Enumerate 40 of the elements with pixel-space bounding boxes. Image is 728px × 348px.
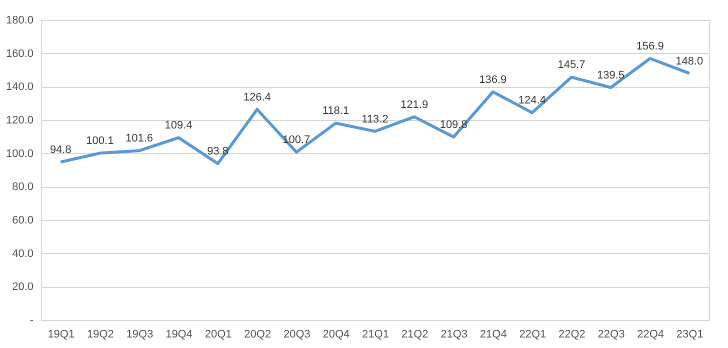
text: 109.4 [164,120,192,132]
x-tick-label: 19Q4 [166,328,192,340]
x-tick-label: 21Q4 [480,328,507,340]
x-tick-label: 19Q2 [86,328,114,340]
text: 113.2 [362,113,388,126]
text: 148.0 [676,55,704,68]
text: 126.4 [243,91,271,104]
y-tick-label: - [30,314,34,326]
text: 101.6 [125,132,153,145]
x-tick-label: 22Q3 [598,328,625,340]
text: 100.1 [86,135,114,148]
x-tick-label: 21Q3 [440,328,468,340]
y-tick-label: 100.0 [6,148,34,160]
x-tick-label: 20Q2 [244,328,272,340]
x-tick-label: 20Q1 [204,328,232,340]
text: 145.7 [558,59,586,72]
x-tick-label: 20Q4 [322,328,350,340]
x-tick-label: 22Q1 [519,328,546,340]
x-tick-label: 19Q3 [126,328,154,340]
text: 136.9 [479,74,507,86]
x-tick-label: 22Q2 [558,328,586,340]
y-tick-label: 160.0 [6,48,34,60]
y-tick-label: 20.0 [12,281,34,294]
text: 118.1 [322,105,350,118]
x-tick-label: 19Q1 [48,328,75,340]
text: 121.9 [400,98,428,111]
x-tick-label: 21Q2 [401,328,428,340]
y-tick-label: 40.0 [12,248,34,260]
text: 139.5 [597,70,625,82]
text: 94.8 [50,144,72,156]
x-tick-label: 23Q1 [676,328,704,340]
x-tick-label: 22Q4 [637,328,664,340]
y-tick-label: 140.0 [6,81,34,94]
x-tick-label: 21Q1 [362,328,389,340]
text: 156.9 [636,40,664,52]
y-tick-label: 120.0 [6,114,34,126]
y-tick-label: 180.0 [6,14,34,26]
y-tick-label: 60.0 [12,214,34,226]
x-tick-label: 20Q3 [283,328,310,340]
y-tick-label: 80.0 [12,181,34,194]
